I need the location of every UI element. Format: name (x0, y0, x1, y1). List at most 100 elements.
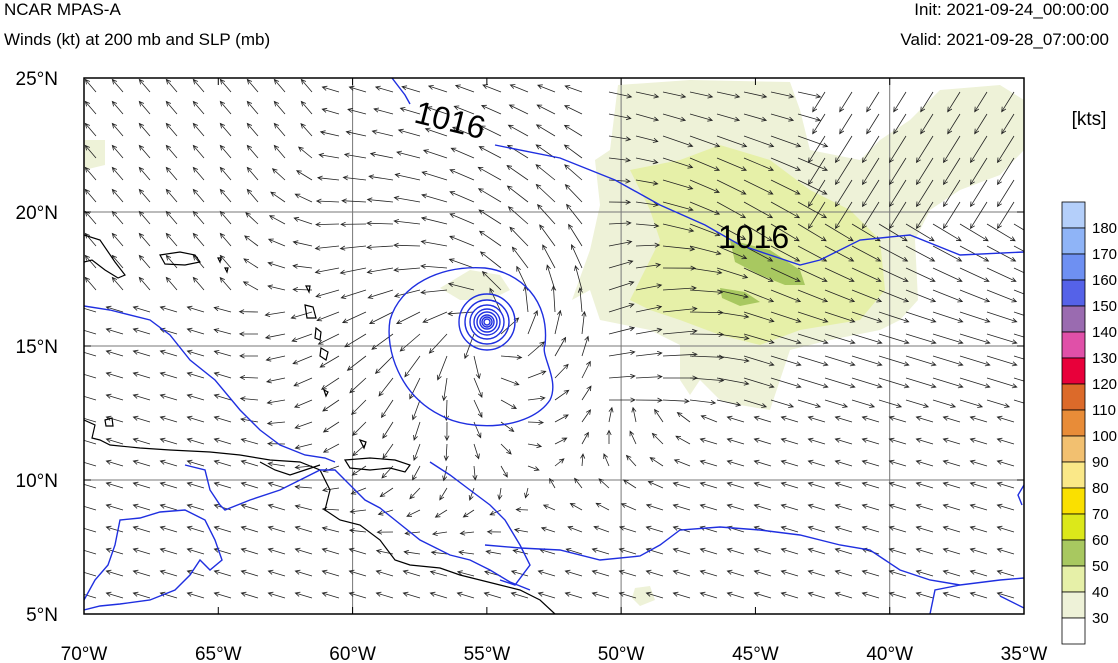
wind-arrow (716, 333, 750, 341)
wind-arrow (265, 377, 286, 384)
wind-arrow (770, 113, 795, 122)
coastline-island (304, 304, 317, 319)
contour-label-1016: 1016 (718, 219, 789, 255)
wind-arrow (551, 285, 557, 313)
wind-arrow (675, 435, 691, 445)
wind-arrow (412, 465, 421, 481)
wind-arrow (315, 221, 340, 228)
wind-arrow (915, 437, 934, 445)
wind-arrow (554, 389, 570, 401)
wind-arrow (511, 246, 529, 269)
wind-arrow (969, 459, 988, 467)
wind-arrow (743, 135, 775, 148)
wind-arrow (834, 547, 853, 555)
wind-arrow (213, 371, 232, 379)
wind-arrow (689, 201, 721, 215)
colorbar-box (1061, 305, 1086, 333)
wind-arrow (959, 333, 991, 345)
wind-arrow (239, 375, 259, 381)
wind-arrow (316, 311, 340, 322)
colorbar-box (1061, 513, 1086, 541)
wind-arrow (905, 399, 930, 408)
wind-arrow (420, 239, 448, 247)
wind-arrow (159, 415, 178, 423)
wind-arrow (406, 509, 421, 517)
wind-arrow (662, 179, 694, 190)
wind-arrow (996, 481, 1015, 489)
wind-arrow (753, 503, 772, 511)
wind-arrow (369, 151, 394, 159)
wind-arrow (915, 525, 934, 533)
wind-arrow (986, 267, 1017, 282)
wind-arrow (426, 106, 448, 115)
wind-arrow (726, 503, 745, 511)
wind-arrow (807, 415, 826, 423)
wind-arrow (808, 157, 826, 186)
contour-labels: 1016 1016 (411, 94, 789, 255)
wind-arrow (554, 363, 569, 379)
colorbar-labels: 180 170 160 150 140 130 120 110 100 90 8… (1092, 220, 1117, 627)
wind-arrow (524, 487, 530, 499)
wind-arrow (635, 135, 659, 143)
wind-arrow (513, 527, 529, 533)
wind-arrow (834, 481, 853, 489)
wind-arrow (608, 406, 614, 423)
wind-arrow (379, 487, 394, 498)
wind-arrow (84, 188, 97, 203)
colorbar-box (1061, 331, 1086, 359)
wind-arrow (246, 144, 259, 159)
x-tick-label: 60°W (329, 644, 376, 663)
wind-arrow (970, 135, 988, 164)
x-tick-label: 50°W (598, 644, 645, 663)
wind-arrow (411, 399, 421, 421)
wind-arrow (84, 393, 97, 401)
wind-arrow (393, 219, 421, 225)
wind-arrow (689, 91, 714, 99)
wind-arrow (527, 443, 543, 449)
x-tick-label: 55°W (464, 644, 511, 663)
wind-arrow (473, 355, 481, 380)
wind-arrow (165, 78, 178, 93)
wind-arrow (422, 311, 448, 323)
wind-arrow (780, 481, 799, 489)
wind-arrow (500, 465, 508, 478)
wind-arrow (399, 333, 421, 352)
wind-arrow (672, 547, 691, 555)
coastline-hispaniola (84, 234, 126, 279)
wind-arrow (920, 91, 934, 113)
wind-arrow (808, 179, 826, 208)
wind-arrow (300, 100, 313, 115)
wind-arrow (905, 355, 937, 367)
wind-arrow (797, 91, 822, 99)
wind-arrow (797, 135, 829, 148)
wind-arrow (402, 591, 421, 599)
wind-arrow (349, 508, 367, 514)
wind-arrow (240, 569, 259, 577)
colorbar-box (1061, 409, 1086, 437)
wind-arrow (500, 377, 520, 386)
wind-arrow (812, 113, 826, 135)
wind-arrow (566, 203, 583, 225)
wind-arrow (105, 481, 124, 489)
coastline-island (319, 347, 329, 361)
wind-arrow (753, 481, 772, 489)
wind-arrow (915, 569, 934, 577)
wind-arrow (192, 144, 205, 159)
wind-arrow (797, 223, 827, 242)
wind-arrow (997, 157, 1015, 186)
wind-arrow (489, 509, 502, 516)
wind-arrow (716, 91, 741, 99)
wind-arrow (986, 355, 1018, 367)
wind-arrow (244, 235, 259, 247)
wind-arrow (508, 104, 529, 115)
wind-arrow (319, 355, 340, 368)
wind-arrow (368, 311, 394, 325)
wind-arrow (510, 570, 529, 577)
wind-arrow (267, 481, 286, 489)
wind-arrow (824, 223, 854, 242)
wind-arrow (780, 415, 799, 423)
wind-arrow (595, 502, 610, 511)
wind-arrow (797, 201, 828, 219)
wind-arrow (565, 548, 583, 555)
wind-arrow (689, 135, 721, 148)
